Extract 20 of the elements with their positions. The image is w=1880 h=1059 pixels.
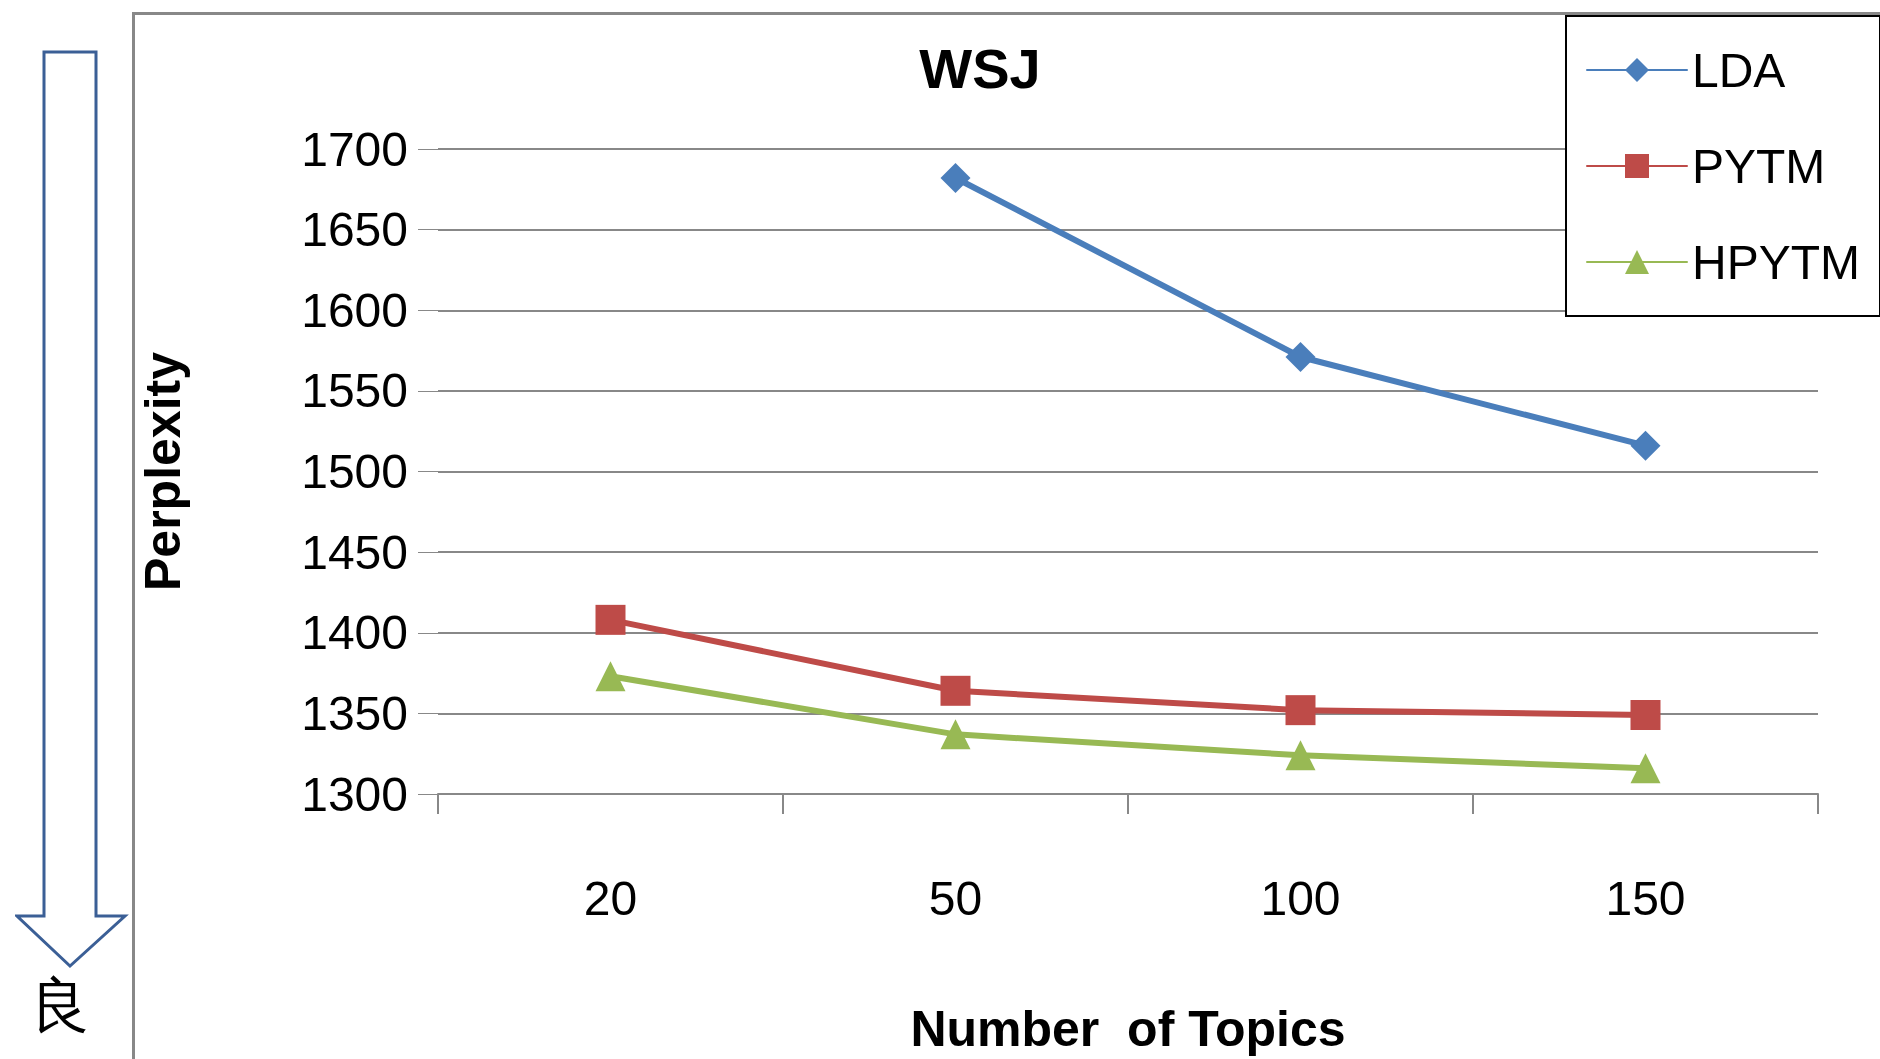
chart-title: WSJ [919,36,1041,100]
legend-label: HPYTM [1692,235,1860,289]
x-tick-label: 150 [1605,871,1686,925]
y-tick-label: 1600 [301,283,408,337]
y-tick-label: 1400 [301,606,408,660]
x-tick-label: 100 [1260,871,1341,925]
text: 良 [30,970,90,1040]
y-axis-title: Perplexity [135,351,191,592]
y-tick-label: 1500 [301,445,408,498]
y-tick-label: 1450 [301,525,408,579]
x-axis-title: Number of Topics [910,1001,1346,1057]
y-tick-label: 1350 [301,686,408,740]
legend-label: PYTM [1692,139,1826,193]
x-tick-label: 20 [583,871,638,925]
legend-label: LDA [1692,43,1786,97]
y-tick-label: 1700 [301,122,408,176]
y-tick-label: 1300 [301,767,408,821]
x-tick-label: 50 [928,871,983,925]
y-tick-label: 1550 [301,364,408,418]
y-tick-label: 1650 [301,203,408,257]
